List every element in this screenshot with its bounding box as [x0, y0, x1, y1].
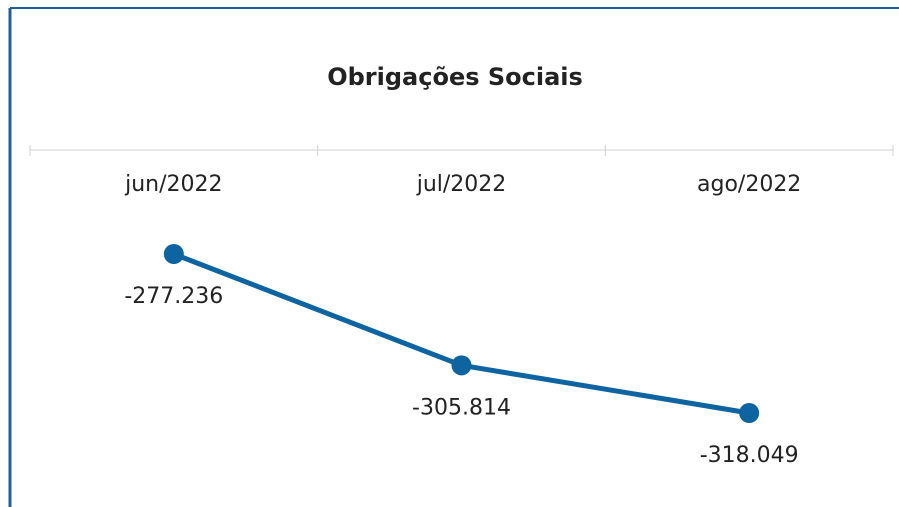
- point: [451, 355, 472, 376]
- chart-title: Obrigações Sociais: [327, 63, 583, 91]
- data-label: -277.236: [124, 284, 223, 309]
- series-line: [172, 251, 750, 416]
- data-label: -318.049: [700, 443, 799, 468]
- x-tick-label: jun/2022: [124, 172, 222, 197]
- point: [739, 403, 760, 423]
- x-tick-label: ago/2022: [697, 172, 801, 197]
- point: [163, 244, 184, 264]
- data-label: -305.814: [412, 395, 511, 420]
- x-tick-label: jul/2022: [416, 172, 507, 197]
